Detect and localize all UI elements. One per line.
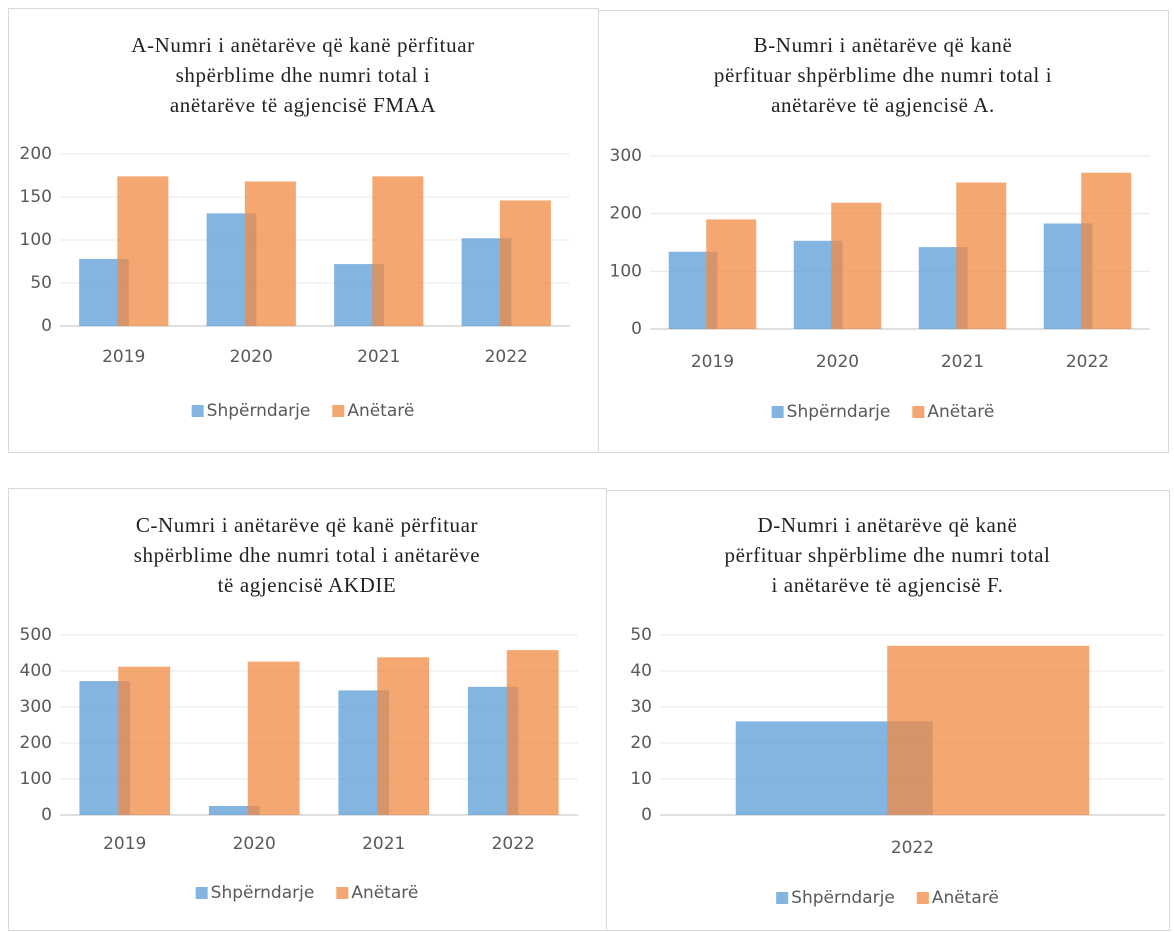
legend: Shpërndarje Anëtarë <box>771 402 994 422</box>
y-tick-label: 200 <box>610 204 642 224</box>
panel <box>606 490 1170 931</box>
y-tick-label: 0 <box>641 805 652 825</box>
bar <box>706 219 757 329</box>
x-tick-label: 2020 <box>816 352 859 372</box>
legend-swatch <box>332 405 345 417</box>
chart-title: përfituar shpërblime dhe numri total i <box>714 63 1052 87</box>
bar <box>208 806 260 815</box>
chart-title: anëtarëve të agjencisë FMAA <box>170 93 437 117</box>
chart-title: i anëtarëve të agjencisë F. <box>772 573 1004 597</box>
x-tick-label: 2022 <box>1066 352 1109 372</box>
y-tick-label: 50 <box>630 625 652 645</box>
chart-title: D-Numri i anëtarëve që kanë <box>758 513 1018 537</box>
legend-label: Anëtarë <box>927 402 994 422</box>
y-tick-label: 20 <box>630 733 652 753</box>
x-tick-label: 2021 <box>941 352 984 372</box>
bar <box>956 182 1007 329</box>
legend-swatch <box>195 887 208 899</box>
legend-label: Shpërndarje <box>791 888 895 908</box>
chart-title: C-Numri i anëtarëve që kanë përfituar <box>136 513 478 537</box>
y-tick-label: 300 <box>610 146 642 166</box>
y-tick-label: 100 <box>20 769 52 789</box>
x-tick-label: 2020 <box>233 834 276 854</box>
y-tick-label: 100 <box>20 230 52 250</box>
panel <box>598 10 1169 453</box>
chart-title: A-Numri i anëtarëve që kanë përfituar <box>131 33 474 57</box>
legend-swatch <box>336 887 349 899</box>
bar <box>377 657 430 815</box>
legend-label: Shpërndarje <box>211 883 315 903</box>
legend: Shpërndarje Anëtarë <box>191 401 414 421</box>
chart-title: shpërblime dhe numri total i <box>176 63 431 87</box>
bar <box>372 176 424 326</box>
y-tick-label: 0 <box>631 319 642 339</box>
bar <box>118 666 171 815</box>
y-tick-label: 40 <box>630 661 652 681</box>
x-tick-label: 2019 <box>103 834 146 854</box>
legend: Shpërndarje Anëtarë <box>195 883 418 903</box>
chart-title: B-Numri i anëtarëve që kanë <box>754 33 1013 57</box>
legend-swatch <box>771 406 784 418</box>
y-tick-label: 400 <box>20 661 52 681</box>
chart-title: shpërblime dhe numri total i anëtarëve <box>134 543 480 567</box>
legend: Shpërndarje Anëtarë <box>776 888 999 908</box>
x-tick-label: 2021 <box>357 347 400 367</box>
bar <box>887 645 1090 815</box>
chart-title: të agjencisë AKDIE <box>218 573 397 597</box>
chart-title: përfituar shpërblime dhe numri total <box>724 543 1050 567</box>
legend-label: Anëtarë <box>351 883 418 903</box>
bar <box>506 650 559 815</box>
bar <box>499 200 551 326</box>
y-tick-label: 300 <box>20 697 52 717</box>
legend-swatch <box>776 892 789 904</box>
legend-swatch <box>191 405 204 417</box>
y-tick-label: 0 <box>41 805 52 825</box>
y-tick-label: 100 <box>610 261 642 281</box>
bar <box>831 202 882 329</box>
x-tick-label: 2019 <box>691 352 734 372</box>
x-tick-label: 2021 <box>362 834 405 854</box>
y-tick-label: 200 <box>20 144 52 164</box>
bar <box>1081 172 1132 329</box>
y-tick-label: 200 <box>20 733 52 753</box>
legend-label: Shpërndarje <box>787 402 891 422</box>
legend-label: Anëtarë <box>932 888 999 908</box>
legend-swatch <box>916 892 929 904</box>
x-tick-label: 2022 <box>891 838 934 858</box>
bar <box>117 176 169 326</box>
bar <box>247 661 300 815</box>
y-tick-label: 0 <box>41 316 52 336</box>
chart-title: anëtarëve të agjencisë A. <box>771 93 995 117</box>
y-tick-label: 150 <box>20 187 52 207</box>
x-tick-label: 2020 <box>230 347 273 367</box>
legend-label: Shpërndarje <box>207 401 311 421</box>
y-tick-label: 30 <box>630 697 652 717</box>
y-tick-label: 500 <box>20 625 52 645</box>
legend-swatch <box>912 406 925 418</box>
y-tick-label: 10 <box>630 769 652 789</box>
x-tick-label: 2022 <box>492 834 535 854</box>
legend-label: Anëtarë <box>347 401 414 421</box>
x-tick-label: 2022 <box>485 347 528 367</box>
bar <box>244 181 296 326</box>
x-tick-label: 2019 <box>102 347 145 367</box>
y-tick-label: 50 <box>30 273 52 293</box>
